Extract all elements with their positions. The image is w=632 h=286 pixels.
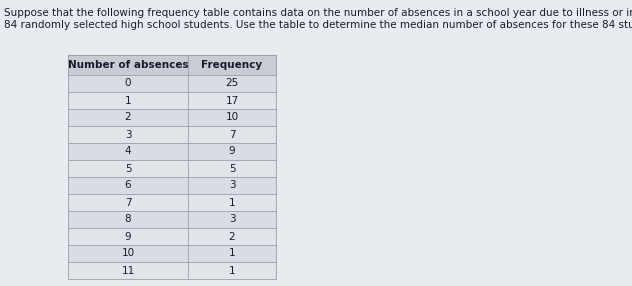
Text: 0: 0: [125, 78, 131, 88]
Text: 9: 9: [229, 146, 235, 156]
Text: 5: 5: [125, 164, 131, 174]
Bar: [68, 245, 276, 262]
Text: 4: 4: [125, 146, 131, 156]
Text: 10: 10: [226, 112, 238, 122]
Bar: [68, 109, 276, 126]
Text: 8: 8: [125, 214, 131, 225]
Bar: [68, 177, 276, 194]
Text: 1: 1: [229, 198, 235, 208]
Text: Suppose that the following frequency table contains data on the number of absenc: Suppose that the following frequency tab…: [4, 8, 632, 18]
Text: 9: 9: [125, 231, 131, 241]
Text: 3: 3: [125, 130, 131, 140]
Bar: [68, 262, 276, 279]
Bar: [68, 126, 276, 143]
Text: 1: 1: [125, 96, 131, 106]
Bar: [68, 143, 276, 160]
Text: 6: 6: [125, 180, 131, 190]
Bar: [68, 211, 276, 228]
Text: 25: 25: [226, 78, 239, 88]
Text: 2: 2: [125, 112, 131, 122]
Bar: [68, 92, 276, 109]
Text: 3: 3: [229, 180, 235, 190]
Text: 5: 5: [229, 164, 235, 174]
Text: 3: 3: [229, 214, 235, 225]
Text: 10: 10: [121, 249, 135, 259]
Text: Number of absences: Number of absences: [68, 60, 188, 70]
Bar: [68, 55, 276, 75]
Text: 1: 1: [229, 265, 235, 275]
Text: 2: 2: [229, 231, 235, 241]
Text: 84 randomly selected high school students. Use the table to determine the median: 84 randomly selected high school student…: [4, 20, 632, 30]
Bar: [68, 160, 276, 177]
Bar: [68, 75, 276, 92]
Text: 17: 17: [226, 96, 239, 106]
Text: 7: 7: [229, 130, 235, 140]
Text: 1: 1: [229, 249, 235, 259]
Bar: [68, 228, 276, 245]
Text: 7: 7: [125, 198, 131, 208]
Bar: [68, 194, 276, 211]
Text: Frequency: Frequency: [202, 60, 262, 70]
Text: 11: 11: [121, 265, 135, 275]
